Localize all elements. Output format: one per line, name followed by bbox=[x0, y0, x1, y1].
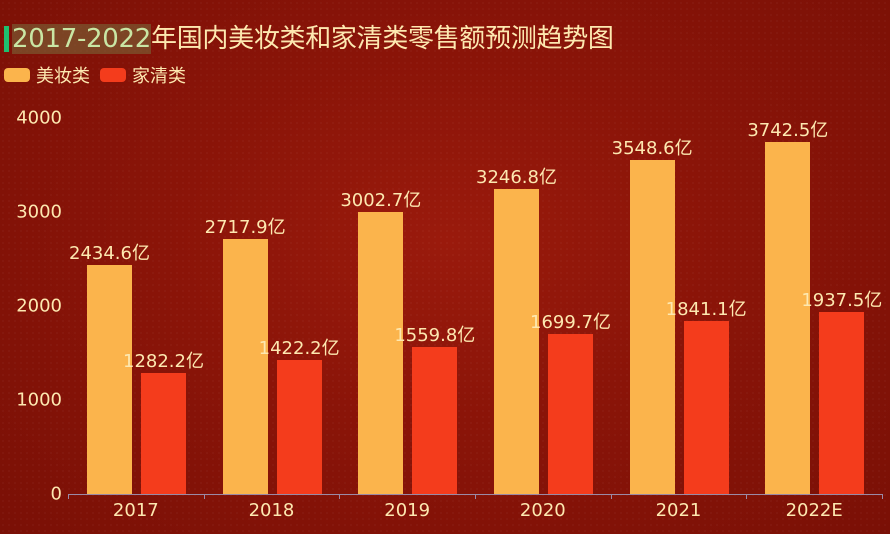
x-tick-label: 2018 bbox=[248, 500, 295, 521]
x-tick-mark bbox=[68, 494, 69, 499]
legend-swatch-beauty bbox=[4, 68, 30, 82]
bar-cleaning[interactable] bbox=[141, 373, 186, 494]
x-tick-label: 2021 bbox=[655, 500, 702, 521]
title-highlight: 2017-2022 bbox=[12, 24, 152, 54]
legend-item-beauty[interactable]: 美妆类 bbox=[4, 62, 90, 88]
bar-value-label: 1937.5亿 bbox=[801, 289, 883, 311]
bar-cleaning[interactable] bbox=[412, 347, 458, 494]
bar-cleaning[interactable] bbox=[683, 320, 729, 494]
bar-value-label: 1841.1亿 bbox=[665, 298, 747, 320]
bar-beauty[interactable] bbox=[358, 211, 404, 494]
x-tick-label: 2017 bbox=[112, 500, 159, 521]
y-tick-label: 2000 bbox=[16, 295, 62, 317]
bar-beauty[interactable] bbox=[494, 188, 539, 494]
y-tick-label: 3000 bbox=[16, 201, 62, 223]
bar-cleaning[interactable] bbox=[548, 334, 593, 494]
bar-beauty[interactable] bbox=[629, 160, 675, 494]
y-tick-label: 0 bbox=[50, 483, 62, 505]
bar-value-label: 2717.9亿 bbox=[204, 216, 286, 238]
x-tick-mark bbox=[610, 494, 612, 499]
bar-value-label: 3002.7亿 bbox=[340, 189, 422, 211]
bar-value-label: 2434.6亿 bbox=[69, 243, 150, 265]
legend-label-beauty: 美妆类 bbox=[36, 66, 90, 87]
bar-beauty[interactable] bbox=[222, 238, 268, 494]
x-tick-label: 2022E bbox=[785, 500, 843, 521]
x-tick-label: 2019 bbox=[384, 500, 431, 521]
y-tick-label: 4000 bbox=[16, 107, 62, 129]
bar-value-label: 1422.2亿 bbox=[258, 338, 340, 360]
legend: 美妆类 家清类 bbox=[4, 62, 186, 88]
bar-beauty[interactable] bbox=[765, 142, 811, 494]
x-tick-mark bbox=[882, 494, 883, 499]
bar-value-label: 3742.5亿 bbox=[747, 120, 829, 142]
bar-cleaning[interactable] bbox=[276, 360, 322, 494]
bar-value-label: 1699.7亿 bbox=[530, 312, 611, 334]
title-text: 年国内美妆类和家清类零售额预测趋势图 bbox=[151, 24, 614, 54]
bar-beauty[interactable] bbox=[87, 265, 132, 494]
x-tick-mark bbox=[203, 494, 205, 499]
x-tick-label: 2020 bbox=[519, 500, 566, 521]
x-tick-mark bbox=[475, 494, 476, 499]
legend-swatch-cleaning bbox=[100, 68, 126, 82]
legend-item-cleaning[interactable]: 家清类 bbox=[100, 62, 186, 88]
bar-value-label: 1559.8亿 bbox=[394, 325, 476, 347]
y-tick-label: 1000 bbox=[16, 389, 62, 411]
title-accent-bar bbox=[4, 26, 9, 52]
bar-value-label: 3548.6亿 bbox=[611, 138, 693, 160]
x-tick-mark bbox=[339, 494, 341, 499]
bar-value-label: 3246.8亿 bbox=[476, 166, 557, 188]
legend-label-cleaning: 家清类 bbox=[132, 66, 186, 87]
bar-cleaning[interactable] bbox=[819, 311, 865, 494]
chart-title: 2017-2022年国内美妆类和家清类零售额预测趋势图 bbox=[4, 24, 614, 54]
x-tick-mark bbox=[746, 494, 748, 499]
bar-value-label: 1282.2亿 bbox=[123, 351, 204, 373]
